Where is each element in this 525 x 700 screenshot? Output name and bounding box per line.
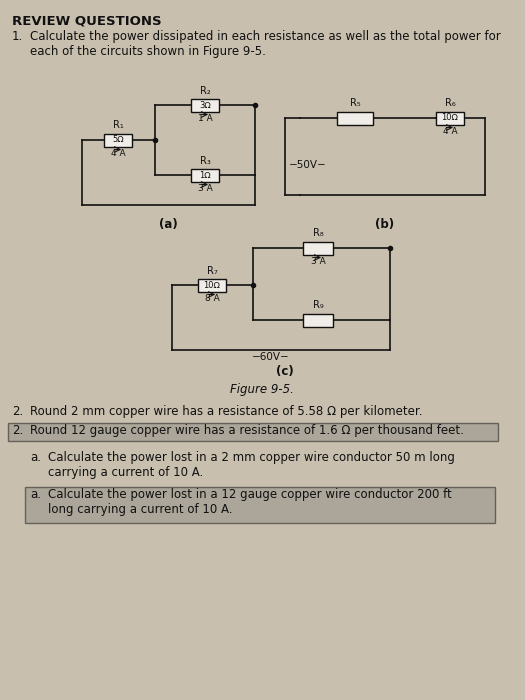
Text: Round 12 gauge copper wire has a resistance of 1.6 Ω per thousand feet.: Round 12 gauge copper wire has a resista… [30, 424, 464, 437]
Text: 10Ω: 10Ω [204, 281, 220, 290]
Text: a.: a. [30, 451, 41, 464]
Text: −60V−: −60V− [252, 352, 290, 362]
Text: Calculate the power lost in a 12 gauge copper wire conductor 200 ft
long carryin: Calculate the power lost in a 12 gauge c… [48, 488, 452, 516]
Text: R₆: R₆ [445, 99, 455, 108]
FancyBboxPatch shape [25, 487, 495, 523]
Text: 3 A: 3 A [197, 184, 213, 193]
Text: 1 A: 1 A [197, 114, 213, 123]
Text: Figure 9-5.: Figure 9-5. [230, 383, 294, 396]
Bar [191, 99, 219, 111]
Text: 4 A: 4 A [443, 127, 457, 136]
Bar [303, 314, 333, 326]
Text: 1.: 1. [12, 30, 23, 43]
Text: a.: a. [30, 488, 41, 501]
Text: 5Ω: 5Ω [112, 136, 124, 144]
Bar [303, 241, 333, 255]
Text: (b): (b) [375, 218, 395, 231]
Bar [198, 279, 226, 291]
Text: REVIEW QUESTIONS: REVIEW QUESTIONS [12, 14, 162, 27]
Text: 2.: 2. [12, 405, 23, 418]
Text: 4 A: 4 A [111, 149, 125, 158]
Text: (a): (a) [159, 218, 177, 231]
Text: 10Ω: 10Ω [442, 113, 458, 122]
Text: −50V−: −50V− [289, 160, 327, 169]
Text: Calculate the power dissipated in each resistance as well as the total power for: Calculate the power dissipated in each r… [30, 30, 501, 58]
Text: R₉: R₉ [312, 300, 323, 311]
Text: R₈: R₈ [312, 228, 323, 239]
FancyBboxPatch shape [8, 423, 498, 441]
Text: R₇: R₇ [207, 265, 217, 276]
Text: 2.: 2. [12, 424, 23, 437]
Text: R₅: R₅ [350, 99, 360, 108]
Text: 3Ω: 3Ω [199, 101, 211, 109]
Bar [191, 169, 219, 181]
Text: R₂: R₂ [200, 85, 211, 95]
Text: Calculate the power lost in a 2 mm copper wire conductor 50 m long
carrying a cu: Calculate the power lost in a 2 mm coppe… [48, 451, 455, 479]
Text: (c): (c) [276, 365, 294, 378]
Text: R₁: R₁ [113, 120, 123, 130]
Text: R₃: R₃ [200, 155, 211, 165]
Bar [104, 134, 132, 146]
Text: 1Ω: 1Ω [199, 171, 211, 179]
Text: 3 A: 3 A [311, 257, 326, 266]
Bar [337, 111, 373, 125]
Text: 8 A: 8 A [205, 294, 219, 303]
Bar [436, 111, 464, 125]
Text: Round 2 mm copper wire has a resistance of 5.58 Ω per kilometer.: Round 2 mm copper wire has a resistance … [30, 405, 423, 418]
